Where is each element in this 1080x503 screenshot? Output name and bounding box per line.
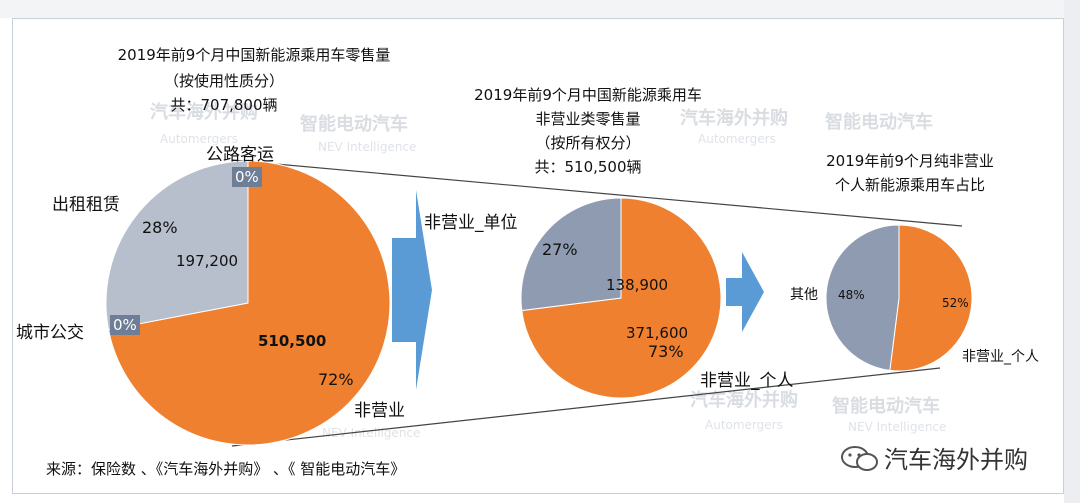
label-other: 其他 — [790, 287, 818, 303]
label-rental: 出租租赁 — [52, 195, 120, 215]
label-non-operating: 非营业 — [354, 401, 405, 421]
mid-title-line3: （按所有权分） — [535, 134, 641, 152]
brand-name: 汽车海外并购 — [884, 446, 1028, 474]
mid-title-line2: 非营业类零售量 — [535, 110, 641, 128]
arrow-right-1 — [392, 190, 432, 390]
watermark-nev-3: 智能电动汽车 — [832, 396, 940, 417]
pie-right-slice-other — [825, 224, 900, 371]
zero-badge-city-bus: 0% — [110, 315, 140, 335]
connector-bottom-line — [231, 367, 941, 447]
label-public-bus-road: 公路客运 — [206, 145, 274, 165]
mid-personal-value: 371,600 — [626, 324, 689, 342]
pie-main-slice-non-operating — [107, 160, 391, 446]
right-personal-percent: 52% — [942, 296, 969, 310]
watermark-nev-2: 智能电动汽车 — [825, 112, 933, 133]
main-title-line1: 2019年前9个月中国新能源乘用车零售量 — [117, 46, 391, 64]
pie-right-slice-personal — [889, 224, 973, 372]
connector-top-line — [231, 159, 963, 227]
watermark-nev-3-en: NEV Intelligence — [848, 420, 947, 434]
watermark-automergers-1: 汽车海外并购 — [150, 102, 258, 123]
mid-unit-value: 138,900 — [606, 276, 669, 294]
wechat-icon — [841, 446, 878, 471]
right-title-line2: 个人新能源乘用车占比 — [834, 176, 985, 194]
arrow-right-2 — [726, 252, 764, 332]
pie-main-slice-rental — [105, 160, 249, 331]
watermark-nev-1-en: NEV Intelligence — [318, 140, 417, 154]
label-city-bus: 城市公交 — [16, 323, 84, 343]
watermark-automergers-2-en: Automergers — [698, 132, 776, 146]
source-note: 来源：保险数 、《汽车海外并购》 、《 智能电动汽车》 — [46, 460, 406, 478]
watermark-automergers-3-en: Automergers — [705, 418, 783, 432]
watermark-automergers-3: 汽车海外并购 — [690, 390, 798, 411]
top-strip — [0, 0, 1080, 18]
nonop-value: 510,500 — [258, 332, 327, 350]
watermark-automergers-2: 汽车海外并购 — [680, 108, 788, 129]
zero-badge-road: 0% — [232, 167, 262, 187]
mid-unit-percent: 27% — [542, 240, 578, 259]
mid-title-line4: 共：510,500辆 — [534, 158, 642, 176]
nonop-percent: 72% — [318, 370, 354, 389]
right-title-line1: 2019年前9个月纯非营业 — [826, 152, 994, 170]
pie-mid-slice-unit — [520, 197, 622, 312]
main-title-line2: （按使用性质分） — [163, 72, 284, 90]
watermark-nev-4-en: NEV Intelligence — [322, 426, 421, 440]
watermark-nev-1: 智能电动汽车 — [300, 114, 408, 135]
rental-value: 197,200 — [176, 252, 239, 270]
label-non-operating-personal-right: 非营业_个人 — [962, 349, 1039, 365]
right-other-percent: 48% — [838, 288, 865, 302]
watermark-automergers-1-en: Automergers — [160, 132, 238, 146]
mid-personal-percent: 73% — [648, 342, 684, 361]
label-non-operating-unit: 非营业_单位 — [424, 213, 518, 233]
label-non-operating-personal: 非营业_个人 — [700, 371, 794, 391]
main-title-line3: 共：707,800辆 — [170, 96, 278, 114]
right-strip — [1064, 0, 1080, 503]
mid-title-line1: 2019年前9个月中国新能源乘用车 — [474, 86, 702, 104]
rental-percent: 28% — [142, 218, 178, 237]
